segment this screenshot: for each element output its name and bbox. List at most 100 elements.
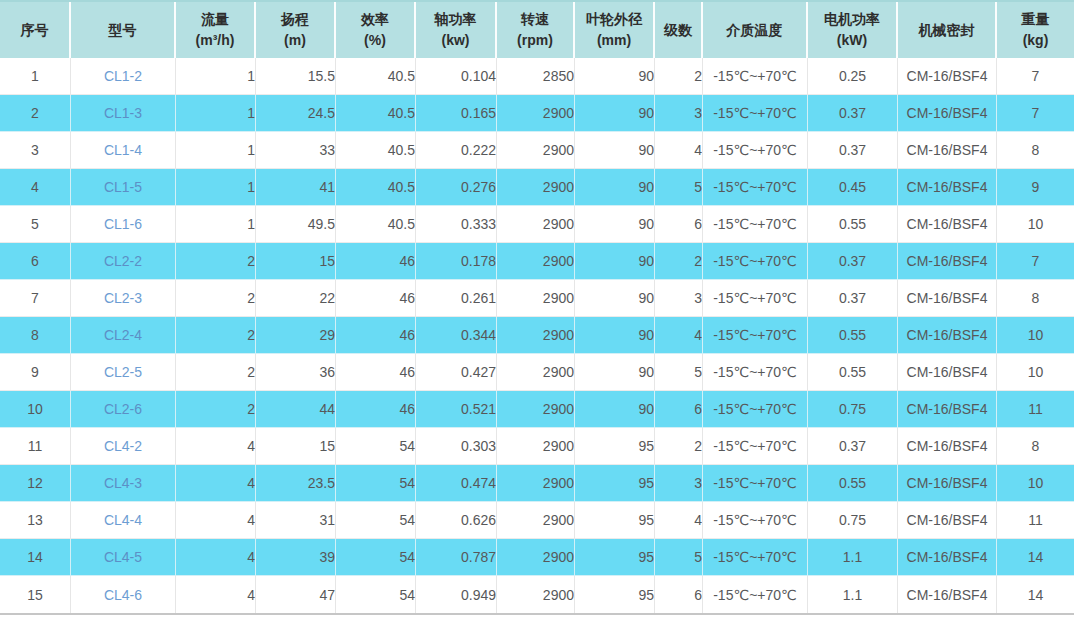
cell-weight: 11	[997, 391, 1074, 428]
cell-model: CL2-6	[71, 391, 176, 428]
cell-model: CL1-2	[71, 58, 176, 95]
model-link[interactable]: CL1-2	[104, 68, 142, 84]
cell-medium-temp: -15℃~+70℃	[703, 576, 808, 613]
cell-model: CL1-4	[71, 132, 176, 169]
table-row: 15CL4-6447540.9492900956-15℃~+70℃1.1CM-1…	[0, 576, 1074, 613]
table-row: 11CL4-2415540.3032900952-15℃~+70℃0.37CM-…	[0, 428, 1074, 465]
cell-motor-power: 0.45	[808, 169, 898, 206]
cell-speed: 2900	[497, 243, 575, 280]
cell-speed: 2900	[497, 502, 575, 539]
cell-flow: 4	[176, 502, 256, 539]
cell-head: 47	[256, 576, 336, 613]
header-unit: (m)	[256, 30, 334, 51]
cell-medium-temp: -15℃~+70℃	[703, 391, 808, 428]
cell-weight: 10	[997, 465, 1074, 502]
pump-spec-table: 序号型号流量(m³/h)扬程(m)效率(%)轴功率(kw)转速(rpm)叶轮外径…	[0, 0, 1074, 615]
cell-serial: 12	[0, 465, 71, 502]
cell-impeller-diameter: 90	[575, 354, 655, 391]
cell-head: 49.5	[256, 206, 336, 243]
cell-model: CL4-3	[71, 465, 176, 502]
cell-speed: 2900	[497, 539, 575, 576]
table-row: 14CL4-5439540.7872900955-15℃~+70℃1.1CM-1…	[0, 539, 1074, 576]
header-cell-serial: 序号	[0, 2, 71, 58]
cell-mechanical-seal: CM-16/BSF4	[898, 391, 997, 428]
cell-stages: 2	[655, 428, 703, 465]
cell-impeller-diameter: 95	[575, 576, 655, 613]
header-unit: (kW)	[808, 30, 896, 51]
cell-motor-power: 0.37	[808, 243, 898, 280]
cell-mechanical-seal: CM-16/BSF4	[898, 317, 997, 354]
model-link[interactable]: CL2-3	[104, 290, 142, 306]
header-cell-stages: 级数	[655, 2, 703, 58]
cell-shaft-power: 0.303	[416, 428, 497, 465]
cell-motor-power: 0.55	[808, 354, 898, 391]
cell-motor-power: 1.1	[808, 576, 898, 613]
cell-serial: 15	[0, 576, 71, 613]
cell-stages: 5	[655, 539, 703, 576]
cell-speed: 2900	[497, 206, 575, 243]
cell-motor-power: 0.75	[808, 502, 898, 539]
cell-weight: 10	[997, 317, 1074, 354]
cell-speed: 2900	[497, 317, 575, 354]
header-label: 机械密封	[898, 20, 995, 41]
model-link[interactable]: CL4-6	[104, 587, 142, 603]
cell-flow: 4	[176, 428, 256, 465]
header-cell-medium-temp: 介质温度	[703, 2, 808, 58]
cell-model: CL1-3	[71, 95, 176, 132]
table-row: 13CL4-4431540.6262900954-15℃~+70℃0.75CM-…	[0, 502, 1074, 539]
cell-impeller-diameter: 90	[575, 280, 655, 317]
cell-speed: 2900	[497, 132, 575, 169]
model-link[interactable]: CL2-2	[104, 253, 142, 269]
cell-flow: 4	[176, 539, 256, 576]
cell-mechanical-seal: CM-16/BSF4	[898, 539, 997, 576]
cell-stages: 6	[655, 206, 703, 243]
cell-head: 15	[256, 428, 336, 465]
cell-motor-power: 1.1	[808, 539, 898, 576]
model-link[interactable]: CL4-4	[104, 512, 142, 528]
cell-mechanical-seal: CM-16/BSF4	[898, 206, 997, 243]
cell-stages: 4	[655, 132, 703, 169]
cell-mechanical-seal: CM-16/BSF4	[898, 428, 997, 465]
cell-model: CL2-4	[71, 317, 176, 354]
model-link[interactable]: CL4-2	[104, 438, 142, 454]
cell-mechanical-seal: CM-16/BSF4	[898, 465, 997, 502]
cell-flow: 1	[176, 58, 256, 95]
cell-speed: 2900	[497, 576, 575, 613]
model-link[interactable]: CL2-5	[104, 364, 142, 380]
cell-shaft-power: 0.333	[416, 206, 497, 243]
cell-speed: 2850	[497, 58, 575, 95]
cell-shaft-power: 0.949	[416, 576, 497, 613]
cell-efficiency: 40.5	[336, 95, 416, 132]
model-link[interactable]: CL1-3	[104, 105, 142, 121]
cell-flow: 4	[176, 576, 256, 613]
model-link[interactable]: CL2-4	[104, 327, 142, 343]
model-link[interactable]: CL4-3	[104, 475, 142, 491]
model-link[interactable]: CL1-6	[104, 216, 142, 232]
header-label: 序号	[0, 20, 69, 41]
cell-mechanical-seal: CM-16/BSF4	[898, 58, 997, 95]
cell-weight: 8	[997, 280, 1074, 317]
table-row: 7CL2-3222460.2612900903-15℃~+70℃0.37CM-1…	[0, 280, 1074, 317]
model-link[interactable]: CL2-6	[104, 401, 142, 417]
header-unit: (rpm)	[497, 30, 573, 51]
cell-motor-power: 0.37	[808, 95, 898, 132]
model-link[interactable]: CL1-4	[104, 142, 142, 158]
cell-stages: 2	[655, 58, 703, 95]
cell-model: CL4-5	[71, 539, 176, 576]
cell-head: 41	[256, 169, 336, 206]
model-link[interactable]: CL1-5	[104, 179, 142, 195]
cell-head: 15.5	[256, 58, 336, 95]
cell-weight: 8	[997, 428, 1074, 465]
cell-efficiency: 40.5	[336, 132, 416, 169]
cell-model: CL4-4	[71, 502, 176, 539]
cell-stages: 6	[655, 576, 703, 613]
cell-medium-temp: -15℃~+70℃	[703, 243, 808, 280]
header-label: 效率	[336, 9, 414, 30]
cell-serial: 10	[0, 391, 71, 428]
cell-head: 36	[256, 354, 336, 391]
cell-medium-temp: -15℃~+70℃	[703, 95, 808, 132]
header-unit: (mm)	[575, 30, 653, 51]
model-link[interactable]: CL4-5	[104, 549, 142, 565]
cell-shaft-power: 0.178	[416, 243, 497, 280]
header-cell-efficiency: 效率(%)	[336, 2, 416, 58]
